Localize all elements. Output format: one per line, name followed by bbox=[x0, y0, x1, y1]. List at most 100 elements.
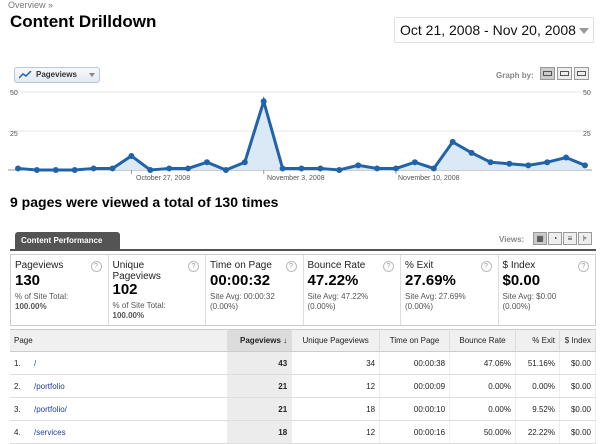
metric-label: $ Index bbox=[502, 260, 536, 271]
data-point[interactable] bbox=[204, 159, 210, 166]
data-point[interactable] bbox=[374, 165, 381, 172]
week-icon bbox=[560, 71, 569, 76]
metrics-summary: Pageviews 130 % of Site Total: 100.00% ?… bbox=[10, 254, 596, 326]
y-tick-left-50: 50 bbox=[10, 90, 18, 97]
data-point[interactable] bbox=[260, 98, 267, 105]
data-point[interactable] bbox=[185, 165, 192, 172]
table-view-button[interactable]: ▦ bbox=[533, 232, 547, 245]
data-point[interactable] bbox=[468, 149, 475, 156]
help-icon[interactable]: ? bbox=[480, 261, 492, 272]
bounce-rate-cell: 47.06% bbox=[449, 351, 516, 375]
x-tick-oct-27: October 27, 2008 bbox=[136, 175, 190, 182]
unique-pageviews-cell: 12 bbox=[291, 420, 381, 444]
data-point[interactable] bbox=[109, 165, 116, 172]
chevron-down-icon bbox=[579, 28, 589, 34]
pie-view-button[interactable]: ◔ bbox=[548, 232, 562, 245]
table-row: 3. /portfolio/21 18 00:00:10 0.00% 9.52% $0.00 bbox=[10, 397, 597, 421]
bounce-rate-cell: 0.00% bbox=[449, 374, 516, 398]
data-point[interactable] bbox=[52, 167, 59, 173]
help-icon[interactable]: ? bbox=[285, 261, 297, 272]
column-header-exit[interactable]: % Exit bbox=[515, 329, 560, 352]
column-header-time-on-page[interactable]: Time on Page bbox=[379, 329, 451, 352]
table-header-row: Page Pageviews ↓ Unique Pageviews Time o… bbox=[10, 329, 597, 352]
data-point[interactable] bbox=[222, 167, 229, 173]
graph-by-month-button[interactable] bbox=[574, 67, 589, 80]
data-point[interactable] bbox=[241, 159, 248, 166]
help-icon[interactable]: ? bbox=[578, 261, 589, 272]
metric-value: 130 bbox=[15, 272, 41, 289]
exit-cell: 22.22% bbox=[515, 420, 560, 444]
metric-sub-1: % of Site Total: bbox=[112, 301, 166, 310]
metric-sub-1: % of Site Total: bbox=[15, 292, 69, 301]
column-header-index[interactable]: $ Index bbox=[559, 329, 597, 352]
metric-label: Time on Page bbox=[210, 260, 272, 271]
help-icon[interactable]: ? bbox=[188, 261, 199, 272]
metric-unique-pageviews: Unique Pageviews 102 % of Site Total: 10… bbox=[109, 255, 206, 325]
day-icon bbox=[543, 71, 552, 76]
data-point[interactable] bbox=[279, 165, 286, 172]
data-point[interactable] bbox=[71, 167, 78, 173]
metric-exit: % Exit 27.69% Site Avg: 27.69% (0.00%) ? bbox=[401, 255, 499, 325]
breadcrumb[interactable]: Overview » bbox=[8, 0, 54, 10]
date-range-text: Oct 21, 2008 - Nov 20, 2008 bbox=[400, 22, 576, 38]
data-point[interactable] bbox=[525, 162, 532, 169]
metric-sub-1: Site Avg: 27.69% bbox=[405, 292, 466, 301]
time-on-page-cell: 00:00:38 bbox=[379, 351, 451, 375]
data-point[interactable] bbox=[544, 159, 551, 166]
data-point[interactable] bbox=[128, 152, 135, 159]
data-point[interactable] bbox=[506, 160, 513, 167]
metric-bounce-rate: Bounce Rate 47.22% Site Avg: 47.22% (0.0… bbox=[304, 255, 401, 325]
data-point[interactable] bbox=[298, 165, 305, 172]
data-point[interactable] bbox=[582, 162, 588, 169]
data-point[interactable] bbox=[166, 165, 173, 172]
data-point[interactable] bbox=[393, 165, 399, 172]
row-rank: 2. bbox=[14, 381, 21, 391]
column-header-bounce-rate[interactable]: Bounce Rate bbox=[449, 329, 516, 352]
data-point[interactable] bbox=[33, 167, 40, 173]
row-rank: 4. bbox=[14, 427, 21, 437]
data-point[interactable] bbox=[336, 167, 343, 173]
unique-pageviews-cell: 34 bbox=[291, 351, 381, 375]
page-title: Content Drilldown bbox=[10, 12, 157, 31]
month-icon bbox=[577, 71, 586, 76]
data-point[interactable] bbox=[355, 162, 362, 169]
date-range-picker[interactable]: Oct 21, 2008 - Nov 20, 2008 bbox=[394, 17, 594, 43]
data-point[interactable] bbox=[15, 165, 21, 172]
metric-selector[interactable]: Pageviews bbox=[14, 67, 100, 83]
index-cell: $0.00 bbox=[559, 374, 597, 398]
graph-by-day-button[interactable] bbox=[540, 67, 555, 80]
bar-view-button[interactable]: ≡ bbox=[563, 232, 577, 245]
table-row: 2./portfolio 21 12 00:00:09 0.00% 0.00% $0.00 bbox=[10, 374, 597, 398]
data-point[interactable] bbox=[90, 165, 97, 172]
column-header-unique-pageviews[interactable]: Unique Pageviews bbox=[291, 329, 381, 352]
page-link[interactable]: /services bbox=[34, 427, 66, 437]
exit-cell: 0.00% bbox=[515, 374, 560, 398]
comparison-view-button[interactable]: ⊧ bbox=[578, 232, 592, 245]
data-point[interactable] bbox=[411, 159, 418, 166]
column-header-page[interactable]: Page bbox=[10, 329, 229, 352]
tab-content-performance[interactable]: Content Performance bbox=[15, 232, 120, 249]
data-point[interactable] bbox=[147, 167, 154, 173]
data-point[interactable] bbox=[317, 165, 324, 172]
page-link[interactable]: /portfolio/ bbox=[34, 404, 67, 414]
page-link[interactable]: /portfolio bbox=[34, 381, 65, 391]
bounce-rate-cell: 50.00% bbox=[449, 420, 516, 444]
data-point[interactable] bbox=[449, 138, 456, 145]
data-point[interactable] bbox=[430, 165, 437, 172]
column-header-pageviews[interactable]: Pageviews ↓ bbox=[227, 329, 293, 352]
help-icon[interactable]: ? bbox=[90, 261, 102, 272]
row-rank: 1. bbox=[14, 358, 21, 368]
metric-value: 47.22% bbox=[307, 272, 359, 289]
page-link[interactable]: / bbox=[34, 358, 37, 368]
graph-by-week-button[interactable] bbox=[557, 67, 572, 80]
views-label: Views: bbox=[499, 235, 525, 244]
data-point[interactable] bbox=[487, 159, 494, 166]
page-cell: 1. / bbox=[10, 351, 229, 375]
x-tick-nov-10: November 10, 2008 bbox=[398, 175, 460, 182]
data-point[interactable] bbox=[563, 154, 570, 161]
pageviews-cell: 43 bbox=[227, 351, 293, 375]
metric-value: 00:00:32 bbox=[210, 272, 271, 289]
metric-value: 27.69% bbox=[405, 272, 456, 289]
help-icon[interactable]: ? bbox=[383, 261, 394, 272]
row-rank: 3. bbox=[14, 404, 21, 414]
